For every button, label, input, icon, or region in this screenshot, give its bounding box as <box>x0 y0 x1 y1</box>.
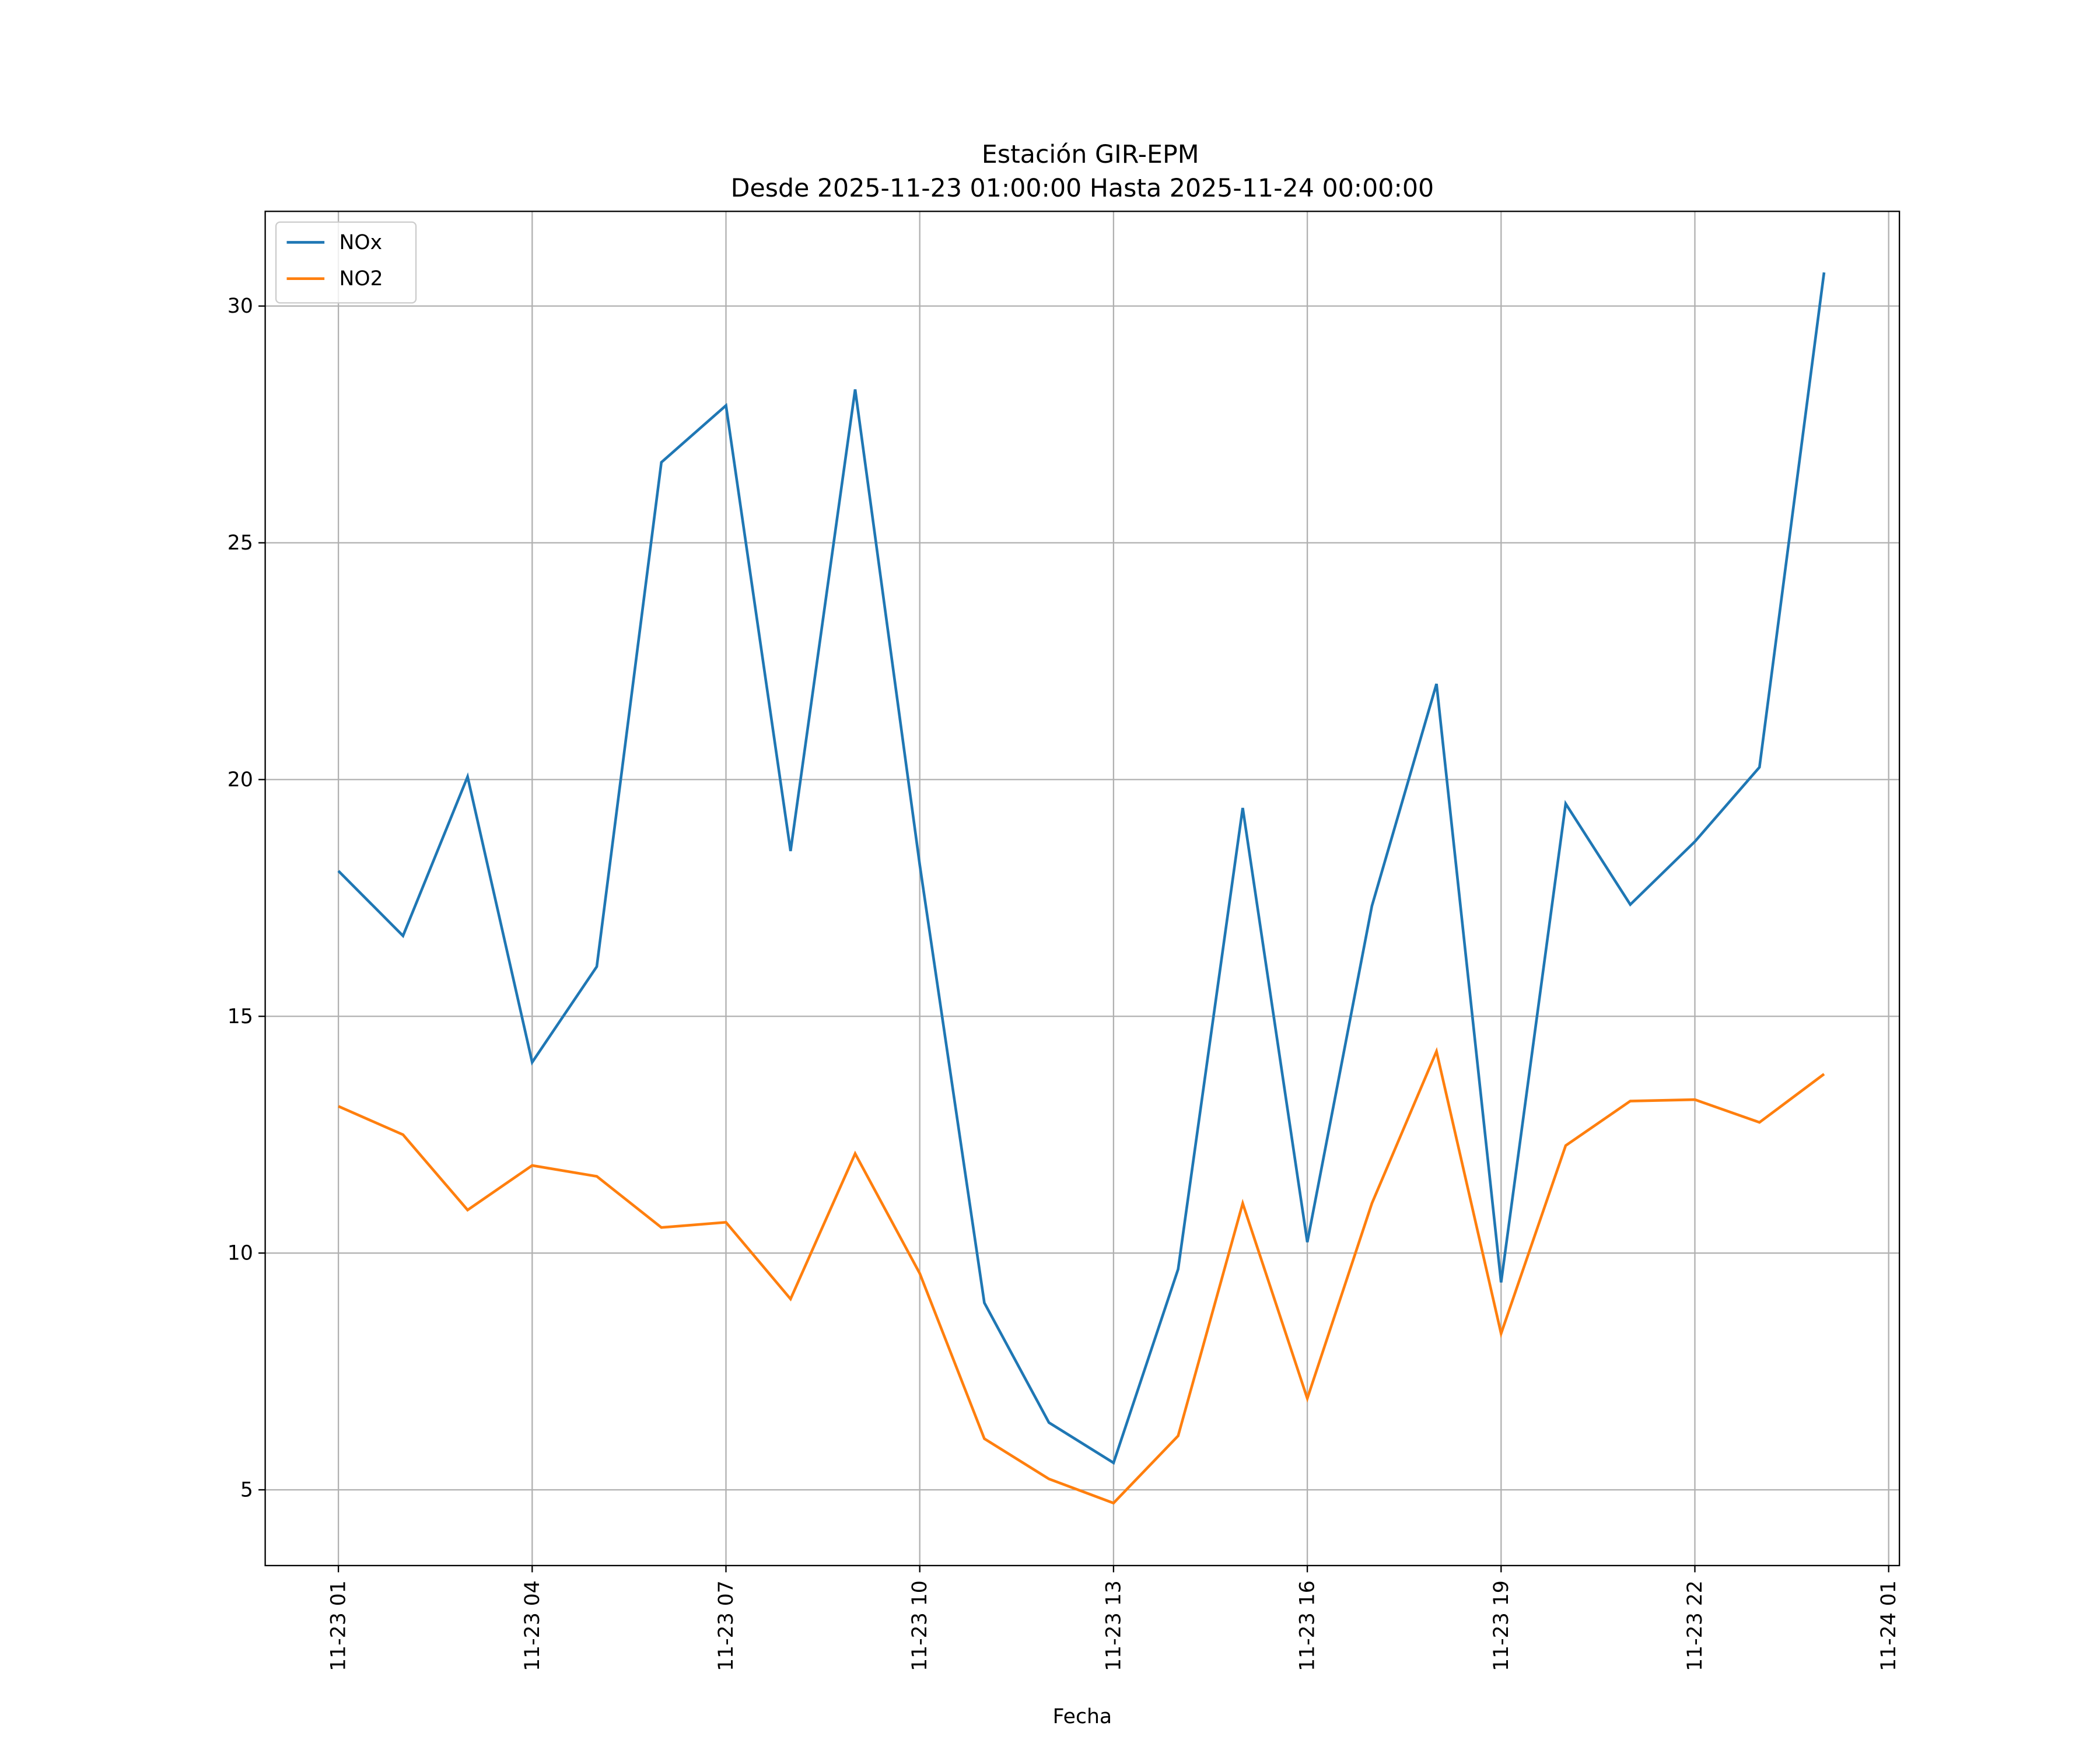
x-tick-label: 11-23 13 <box>1102 1580 1125 1671</box>
chart-title: Estación GIR-EPM <box>982 140 1199 169</box>
series-line-nox <box>337 272 1826 1465</box>
series-line-no2 <box>338 1046 1825 1505</box>
x-tick-label: 11-23 16 <box>1296 1580 1320 1671</box>
legend-label: NOx <box>340 231 383 254</box>
y-tick-label: 10 <box>228 1242 253 1265</box>
x-tick-label: 11-23 04 <box>521 1580 544 1671</box>
plot-frame <box>264 211 1901 1566</box>
grid <box>265 211 1900 1566</box>
x-tick-label: 11-23 07 <box>715 1580 738 1671</box>
y-tick-label: 20 <box>228 768 253 792</box>
x-tick-label: 11-23 10 <box>908 1580 932 1671</box>
y-tick-label: 15 <box>228 1005 253 1028</box>
x-tick-label: 11-24 01 <box>1877 1580 1901 1671</box>
y-tick-label: 5 <box>240 1479 253 1502</box>
chart-subtitle: Desde 2025-11-23 01:00:00 Hasta 2025-11-… <box>731 174 1434 203</box>
x-axis-label: Fecha <box>1053 1705 1112 1728</box>
legend: NOx NO2 <box>275 221 417 304</box>
x-tick-label: 11-23 19 <box>1490 1580 1513 1671</box>
x-axis: 11-23 01 11-23 04 11-23 07 11-23 10 11-23 13… <box>327 1565 1901 1671</box>
y-tick-label: 25 <box>228 531 253 555</box>
x-tick-label: 11-23 01 <box>327 1580 351 1671</box>
series-lines <box>337 272 1826 1505</box>
y-axis: 5 10 15 20 25 30 <box>228 295 265 1502</box>
legend-label: NO2 <box>340 267 383 290</box>
y-tick-label: 30 <box>228 295 253 318</box>
x-tick-label: 11-23 22 <box>1684 1580 1707 1671</box>
